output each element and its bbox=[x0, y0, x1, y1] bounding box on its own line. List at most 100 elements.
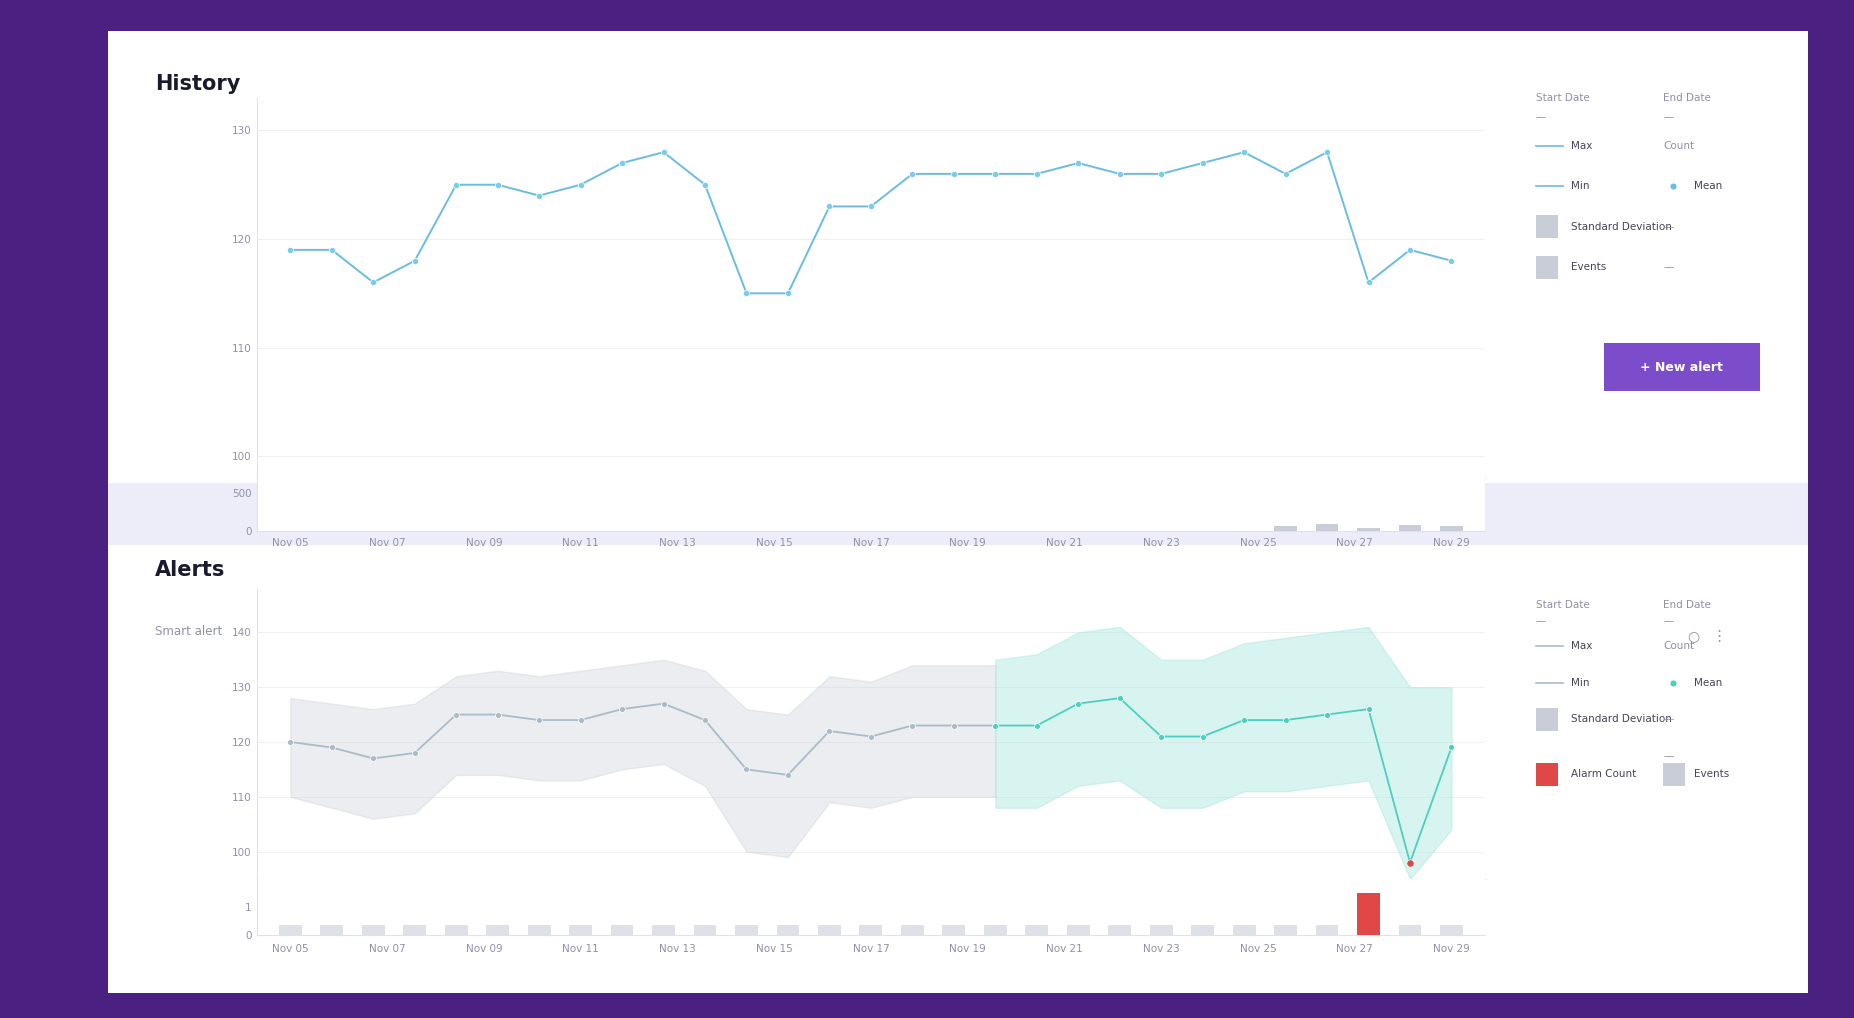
Point bbox=[317, 241, 347, 258]
Text: Nov 19: Nov 19 bbox=[949, 538, 986, 548]
Bar bbox=[1398, 925, 1422, 935]
Bar bbox=[1535, 762, 1557, 786]
Text: ○: ○ bbox=[1687, 629, 1700, 643]
Bar bbox=[1192, 925, 1214, 935]
Text: Nov 09: Nov 09 bbox=[465, 945, 502, 954]
Point bbox=[1146, 728, 1175, 744]
Point bbox=[1105, 690, 1135, 706]
Bar bbox=[1274, 925, 1298, 935]
Point bbox=[814, 199, 844, 215]
Text: Nov 13: Nov 13 bbox=[658, 538, 695, 548]
Point bbox=[690, 712, 719, 728]
Point bbox=[1188, 155, 1218, 171]
Bar bbox=[1663, 762, 1685, 786]
Bar bbox=[901, 925, 923, 935]
Bar bbox=[777, 925, 799, 935]
Text: Nov 15: Nov 15 bbox=[756, 945, 792, 954]
Point bbox=[732, 761, 762, 778]
Text: —: — bbox=[1663, 222, 1674, 232]
Point bbox=[276, 241, 306, 258]
Text: Standard Deviation: Standard Deviation bbox=[1572, 715, 1672, 725]
Text: Count: Count bbox=[1663, 641, 1695, 652]
Bar bbox=[278, 925, 302, 935]
Text: Standard Deviation: Standard Deviation bbox=[1572, 222, 1672, 232]
Bar bbox=[942, 925, 966, 935]
Text: Nov 15: Nov 15 bbox=[756, 538, 792, 548]
Text: End Date: End Date bbox=[1663, 93, 1711, 103]
Point bbox=[1270, 166, 1300, 182]
Bar bbox=[1398, 525, 1422, 530]
Bar bbox=[984, 925, 1007, 935]
Point bbox=[1064, 155, 1094, 171]
Text: —: — bbox=[1535, 112, 1546, 122]
Bar bbox=[693, 925, 716, 935]
Point bbox=[1229, 712, 1259, 728]
Text: —: — bbox=[1663, 751, 1674, 760]
Point bbox=[608, 701, 638, 718]
Text: Mean: Mean bbox=[1695, 181, 1722, 191]
Bar bbox=[610, 925, 634, 935]
Text: Nov 23: Nov 23 bbox=[1142, 538, 1179, 548]
Point bbox=[649, 144, 679, 160]
Point bbox=[1229, 144, 1259, 160]
Point bbox=[358, 750, 387, 767]
Point bbox=[1437, 252, 1467, 269]
Text: —: — bbox=[1535, 616, 1546, 626]
Text: Min: Min bbox=[1572, 181, 1591, 191]
Text: —: — bbox=[1663, 616, 1674, 626]
Text: History: History bbox=[156, 74, 241, 94]
Bar bbox=[1233, 925, 1255, 935]
Text: Nov 05: Nov 05 bbox=[273, 538, 308, 548]
Point bbox=[1313, 144, 1342, 160]
Bar bbox=[1025, 925, 1048, 935]
Point bbox=[400, 745, 430, 761]
Text: Nov 25: Nov 25 bbox=[1240, 538, 1276, 548]
Text: Alerts: Alerts bbox=[156, 560, 226, 579]
Text: Max: Max bbox=[1572, 140, 1593, 151]
Point bbox=[1437, 739, 1467, 755]
Text: Max: Max bbox=[1572, 641, 1593, 652]
Bar bbox=[653, 925, 675, 935]
Point bbox=[773, 767, 803, 783]
Text: Nov 17: Nov 17 bbox=[853, 538, 890, 548]
Point bbox=[1064, 695, 1094, 712]
Point bbox=[1270, 712, 1300, 728]
Text: Start Date: Start Date bbox=[1535, 93, 1589, 103]
Text: Nov 17: Nov 17 bbox=[853, 945, 890, 954]
Point bbox=[565, 176, 595, 192]
Text: ⋮: ⋮ bbox=[1711, 629, 1726, 644]
Point bbox=[276, 734, 306, 750]
Point bbox=[773, 285, 803, 301]
Text: Nov 13: Nov 13 bbox=[658, 945, 695, 954]
Text: Alarm Count: Alarm Count bbox=[1572, 770, 1637, 779]
Point bbox=[608, 155, 638, 171]
Bar bbox=[486, 925, 510, 935]
Point bbox=[1396, 854, 1426, 870]
Text: Nov 09: Nov 09 bbox=[465, 538, 502, 548]
Point bbox=[938, 718, 968, 734]
Text: Nov 07: Nov 07 bbox=[369, 538, 406, 548]
Point bbox=[1022, 166, 1051, 182]
Point bbox=[441, 176, 471, 192]
Point bbox=[938, 166, 968, 182]
Point bbox=[981, 718, 1010, 734]
Bar bbox=[1535, 215, 1557, 238]
Point bbox=[1022, 718, 1051, 734]
Point bbox=[857, 728, 886, 744]
Bar bbox=[1535, 256, 1557, 279]
Text: —: — bbox=[1663, 715, 1674, 725]
Text: + New alert: + New alert bbox=[1641, 360, 1722, 374]
Point bbox=[897, 166, 927, 182]
Text: Nov 27: Nov 27 bbox=[1337, 945, 1374, 954]
Bar bbox=[1535, 708, 1557, 731]
Point bbox=[400, 252, 430, 269]
Text: —: — bbox=[1663, 263, 1674, 272]
Text: Smart alert: Smart alert bbox=[156, 625, 222, 638]
Bar bbox=[1441, 526, 1463, 530]
Point bbox=[525, 712, 554, 728]
Point bbox=[441, 706, 471, 723]
Point bbox=[358, 274, 387, 290]
Point bbox=[649, 695, 679, 712]
Bar bbox=[569, 925, 591, 935]
Bar bbox=[1357, 893, 1379, 935]
